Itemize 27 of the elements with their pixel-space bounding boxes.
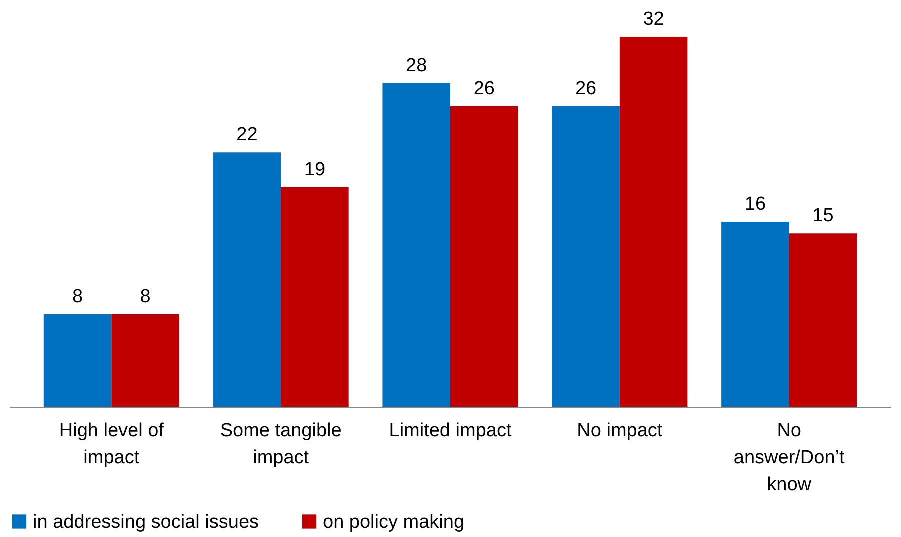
data-label: 26 (474, 78, 495, 100)
data-label: 22 (236, 124, 258, 146)
bar (722, 222, 790, 407)
x-tick-label: High level of impact (59, 420, 165, 468)
bar (44, 314, 112, 407)
data-label: 19 (304, 159, 326, 180)
legend-label: on policy making (323, 512, 465, 533)
data-label: 8 (72, 286, 84, 308)
bar (112, 314, 180, 407)
bar (620, 37, 688, 407)
bar (281, 187, 349, 407)
bar (213, 152, 282, 407)
data-label: 26 (575, 78, 597, 100)
bar (382, 83, 450, 407)
x-tick-label: Some tangible impact (220, 420, 342, 468)
data-label: 15 (812, 206, 834, 227)
data-label: 8 (140, 286, 151, 308)
legend-label: in addressing social issues (33, 512, 260, 533)
bar (450, 106, 518, 407)
x-tick-label: No answer/Don’t know (734, 420, 846, 496)
x-tick-label: No impact (577, 420, 664, 442)
data-label: 28 (406, 55, 428, 76)
data-label: 16 (744, 194, 766, 215)
x-tick-label: Limited impact (389, 420, 512, 442)
data-label: 32 (643, 9, 664, 30)
bar (789, 234, 858, 407)
bar (552, 106, 620, 407)
